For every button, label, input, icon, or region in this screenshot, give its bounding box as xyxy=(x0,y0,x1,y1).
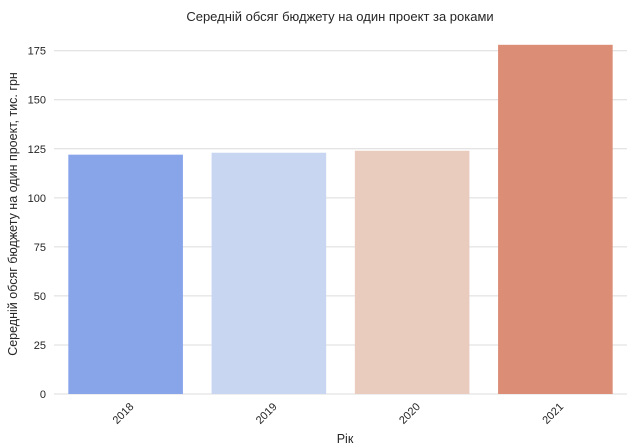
x-axis-title: Рік xyxy=(337,432,354,446)
bar-2021 xyxy=(498,44,613,394)
y-axis-ticks: 0 25 50 75 100 125 150 175 xyxy=(28,46,46,401)
chart-title: Середній обсяг бюджету на один проект за… xyxy=(186,9,493,24)
y-axis-title: Середній обсяг бюджету на один проект, т… xyxy=(6,72,20,356)
y-tick-label: 125 xyxy=(28,144,46,156)
bar-2019 xyxy=(211,152,327,394)
bar-2018 xyxy=(68,154,183,394)
y-tick-label: 75 xyxy=(34,242,46,254)
y-tick-label: 50 xyxy=(34,291,46,303)
y-tick-label: 0 xyxy=(40,389,46,401)
bar-2020 xyxy=(354,150,470,394)
y-tick-label: 150 xyxy=(28,95,46,107)
y-tick-label: 100 xyxy=(28,193,46,205)
bars xyxy=(68,44,613,394)
y-tick-label: 175 xyxy=(28,46,46,58)
y-tick-label: 25 xyxy=(34,340,46,352)
